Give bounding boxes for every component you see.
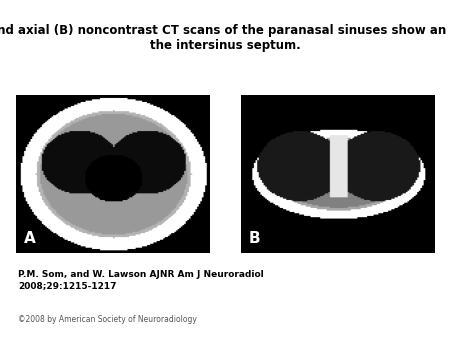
Text: AINR: AINR <box>308 285 376 309</box>
Text: AMERICAN JOURNAL OF NEURORADIOLOGY: AMERICAN JOURNAL OF NEURORADIOLOGY <box>289 317 395 322</box>
Text: Coronal (A) and axial (B) noncontrast CT scans of the paranasal sinuses show an : Coronal (A) and axial (B) noncontrast CT… <box>0 24 450 52</box>
Text: B: B <box>248 231 260 245</box>
Text: P.M. Som, and W. Lawson AJNR Am J Neuroradiol
2008;29:1215-1217: P.M. Som, and W. Lawson AJNR Am J Neuror… <box>18 270 264 290</box>
Text: ©2008 by American Society of Neuroradiology: ©2008 by American Society of Neuroradiol… <box>18 315 197 324</box>
Text: A: A <box>23 231 35 245</box>
